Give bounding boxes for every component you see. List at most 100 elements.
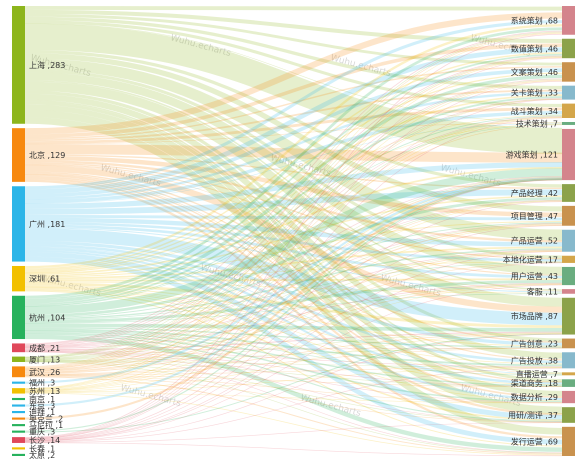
target-node-项目管理[interactable] bbox=[562, 205, 575, 226]
flow-link-杭州-直播运营 bbox=[24, 330, 563, 376]
target-node-渠道商务[interactable] bbox=[562, 379, 575, 387]
source-node-奥克兰[interactable] bbox=[12, 417, 25, 420]
flow-link-深圳-渠道商务 bbox=[24, 287, 563, 386]
flow-link-广州-数值策划 bbox=[24, 47, 563, 194]
flow-link-杭州-本地化运营 bbox=[24, 262, 563, 321]
flow-link-成都-用研/测评 bbox=[24, 351, 563, 423]
flow-link-广州-游戏策划 bbox=[24, 162, 563, 209]
source-label-马尼拉: 马尼拉 ,1 bbox=[29, 420, 63, 430]
target-node-直播运营[interactable] bbox=[562, 372, 575, 376]
flow-link-深圳-产品经理 bbox=[24, 195, 563, 277]
flow-link-武汉-技术策划 bbox=[24, 124, 563, 370]
source-node-北京[interactable] bbox=[12, 128, 25, 182]
flow-link-广州-关卡策划 bbox=[24, 91, 563, 200]
target-node-客服[interactable] bbox=[562, 289, 575, 294]
flow-link-北京-客服 bbox=[24, 164, 563, 292]
target-node-文案策划[interactable] bbox=[562, 62, 575, 82]
source-node-马尼拉[interactable] bbox=[12, 424, 25, 427]
target-node-数据分析[interactable] bbox=[562, 390, 575, 404]
source-node-苏州[interactable] bbox=[12, 388, 25, 394]
flow-link-武汉-项目管理 bbox=[24, 224, 563, 372]
flow-link-深圳-用研/测评 bbox=[24, 288, 563, 421]
source-node-南京[interactable] bbox=[12, 397, 25, 401]
source-node-福州[interactable] bbox=[12, 381, 25, 384]
target-node-用研/测评[interactable] bbox=[562, 407, 575, 423]
source-node-广州[interactable] bbox=[12, 186, 25, 262]
source-node-武汉[interactable] bbox=[12, 366, 25, 378]
flow-link-广州-数据分析 bbox=[24, 249, 563, 401]
flow-link-深圳-文案策划 bbox=[24, 72, 563, 271]
target-node-本地化运营[interactable] bbox=[562, 255, 575, 263]
source-node-厦门[interactable] bbox=[12, 356, 25, 362]
flow-link-杭州-用研/测评 bbox=[24, 333, 563, 422]
target-node-用户运营[interactable] bbox=[562, 266, 575, 286]
flow-link-上海-项目管理 bbox=[24, 53, 563, 212]
source-label-迪拜: 迪拜 ,1 bbox=[29, 407, 55, 417]
source-label-长春: 长春 ,1 bbox=[29, 443, 55, 453]
flow-link-武汉-发行运营 bbox=[24, 376, 563, 455]
target-node-数值策划[interactable] bbox=[562, 38, 575, 59]
flow-link-长沙-用研/测评 bbox=[24, 422, 563, 443]
source-label-上海: 上海 ,283 bbox=[29, 60, 65, 70]
flow-link-厦门-游戏策划 bbox=[24, 176, 563, 360]
source-node-太原[interactable] bbox=[12, 453, 25, 456]
source-node-长沙[interactable] bbox=[12, 437, 25, 443]
target-label-本地化运营: 本地化运营 ,17 bbox=[503, 254, 558, 264]
flow-link-苏州-项目管理 bbox=[24, 224, 563, 392]
source-node-重庆[interactable] bbox=[12, 430, 25, 433]
target-label-用户运营: 用户运营 ,43 bbox=[511, 271, 558, 281]
flow-link-长沙-关卡策划 bbox=[24, 99, 563, 440]
source-node-迪拜[interactable] bbox=[12, 411, 25, 414]
flow-link-成都-产品经理 bbox=[24, 199, 563, 348]
flow-link-苏州-产品经理 bbox=[24, 200, 563, 392]
target-label-系统策划: 系统策划 ,68 bbox=[511, 15, 558, 25]
source-node-杭州[interactable] bbox=[12, 295, 25, 340]
flow-link-长沙-产品经理 bbox=[24, 201, 563, 441]
target-node-广告创意[interactable] bbox=[562, 338, 575, 349]
source-node-成都[interactable] bbox=[12, 343, 25, 353]
target-node-发行运营[interactable] bbox=[562, 426, 575, 456]
target-node-系统策划[interactable] bbox=[562, 6, 575, 35]
source-node-东京[interactable] bbox=[12, 404, 25, 407]
flow-link-长沙-文案策划 bbox=[24, 81, 563, 439]
flow-link-杭州-产品经理 bbox=[24, 197, 563, 318]
source-label-北京: 北京 ,129 bbox=[29, 150, 65, 160]
target-node-市场品牌[interactable] bbox=[562, 297, 575, 335]
source-node-深圳[interactable] bbox=[12, 265, 25, 292]
flow-link-成都-游戏策划 bbox=[24, 175, 563, 348]
target-node-广告投放[interactable] bbox=[562, 352, 575, 369]
flow-link-苏州-广告投放 bbox=[24, 367, 563, 393]
target-node-战斗策划[interactable] bbox=[562, 103, 575, 118]
flow-link-福州-游戏策划 bbox=[24, 177, 563, 384]
flow-link-杭州-市场品牌 bbox=[24, 323, 563, 332]
nodes-layer bbox=[12, 6, 575, 456]
flow-link-深圳-产品运营 bbox=[24, 246, 563, 280]
target-node-产品经理[interactable] bbox=[562, 184, 575, 202]
flow-link-长沙-战斗策划 bbox=[24, 117, 563, 440]
target-node-游戏策划[interactable] bbox=[562, 128, 575, 181]
flow-link-武汉-广告投放 bbox=[24, 367, 563, 376]
flow-link-苏州-用户运营 bbox=[24, 284, 563, 392]
flow-link-北京-项目管理 bbox=[24, 155, 563, 217]
flow-link-深圳-关卡策划 bbox=[24, 94, 563, 273]
flow-link-厦门-广告投放 bbox=[24, 360, 563, 368]
flow-link-深圳-市场品牌 bbox=[24, 282, 563, 329]
target-label-广告投放: 广告投放 ,38 bbox=[511, 355, 558, 365]
source-node-长春[interactable] bbox=[12, 447, 25, 450]
target-node-技术策划[interactable] bbox=[562, 121, 575, 125]
target-node-产品运营[interactable] bbox=[562, 229, 575, 252]
flow-link-苏州-市场品牌 bbox=[24, 333, 563, 393]
flow-link-上海-系统策划 bbox=[24, 6, 563, 11]
flow-link-杭州-渠道商务 bbox=[24, 330, 563, 387]
flow-link-广州-产品经理 bbox=[24, 189, 563, 215]
flow-link-上海-客服 bbox=[24, 80, 563, 291]
target-node-关卡策划[interactable] bbox=[562, 85, 575, 100]
flow-link-苏州-发行运营 bbox=[24, 392, 563, 456]
source-node-上海[interactable] bbox=[12, 6, 25, 124]
flow-link-杭州-系统策划 bbox=[24, 27, 563, 299]
flow-link-成都-文案策划 bbox=[24, 78, 563, 346]
flow-link-深圳-发行运营 bbox=[24, 290, 563, 447]
flow-link-武汉-用研/测评 bbox=[24, 375, 563, 423]
flow-link-杭州-技术策划 bbox=[24, 124, 563, 307]
flow-link-杭州-关卡策划 bbox=[24, 96, 563, 306]
